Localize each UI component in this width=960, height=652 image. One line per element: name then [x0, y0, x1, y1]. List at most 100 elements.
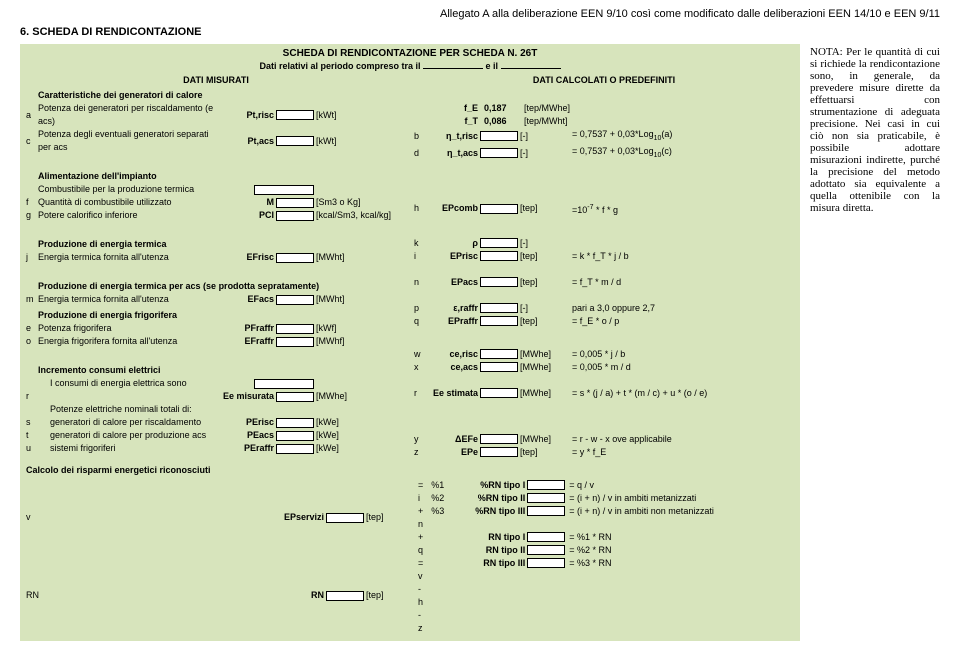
letter-x: x	[414, 361, 426, 374]
letter-e: e	[26, 322, 38, 335]
formula-p: pari a 3,0 oppure 2,7	[568, 302, 794, 315]
row-r2: r Ee stimata [MWhe] = s * (j / a) + t * …	[414, 387, 794, 400]
sym-h: EPcomb	[426, 202, 480, 215]
row-rn1: RN tipo I = %1 * RN	[431, 531, 794, 544]
right-header: DATI CALCOLATI O PREDEFINITI	[414, 75, 794, 85]
box-subtitle: Dati relativi al periodo compreso tra il…	[26, 59, 794, 71]
unit-v: [tep]	[364, 511, 414, 524]
desc-f: Quantità di combustibile utilizzato	[38, 196, 222, 209]
sym-d: η_t,acs	[426, 147, 480, 160]
sym-r: Ee misurata	[222, 390, 276, 403]
field-n[interactable]	[480, 277, 518, 287]
row-b: b η_t,risc [-] = 0,7537 + 0,03*Log10(a)	[414, 128, 794, 145]
unit-e: [kWf]	[314, 322, 406, 335]
formula-z: = y * f_E	[568, 446, 794, 459]
field-c[interactable]	[276, 136, 314, 146]
formula-rn3: = %3 * RN	[565, 557, 794, 570]
row-u: u sistemi frigoriferi PEraffr [kWe]	[26, 442, 406, 455]
formula-d: = 0,7537 + 0,03*Log10(c)	[568, 145, 794, 162]
row-a: a Potenza dei generatori per riscaldamen…	[26, 102, 406, 128]
field-q[interactable]	[480, 316, 518, 326]
letter-f: f	[26, 196, 38, 209]
sym-p2: %RN tipo II	[455, 492, 527, 505]
field-y[interactable]	[480, 434, 518, 444]
field-rn1[interactable]	[527, 532, 565, 542]
field-f[interactable]	[276, 198, 314, 208]
letter-z: z	[414, 446, 426, 459]
field-p[interactable]	[480, 303, 518, 313]
field-e[interactable]	[276, 324, 314, 334]
field-s[interactable]	[276, 418, 314, 428]
sym-t: PEacs	[222, 429, 276, 442]
formula-rn1: = %1 * RN	[565, 531, 794, 544]
field-RN[interactable]	[326, 591, 364, 601]
letter-u: u	[26, 442, 38, 455]
sym-r2: Ee stimata	[426, 387, 480, 400]
letter-m: m	[26, 293, 38, 306]
field-g[interactable]	[276, 211, 314, 221]
row-fT: f_T 0,086 [tep/MWht]	[414, 115, 794, 128]
letter-n: n	[414, 276, 426, 289]
field-j[interactable]	[276, 253, 314, 263]
formula-y: = r - w - x ove applicabile	[568, 433, 794, 446]
unit-x: [MWhe]	[518, 361, 568, 374]
formula-q: = f_E * o / p	[568, 315, 794, 328]
unit-q: [tep]	[518, 315, 568, 328]
field-consumi[interactable]	[254, 379, 314, 389]
field-rn3[interactable]	[527, 558, 565, 568]
field-r[interactable]	[276, 392, 314, 402]
unit-g: [kcal/Sm3, kcal/kg]	[314, 209, 406, 222]
letter-b: b	[414, 130, 426, 143]
field-v[interactable]	[326, 513, 364, 523]
row-k: k ρ [-]	[414, 237, 794, 250]
subtitle-text-a: Dati relativi al periodo compreso tra il	[259, 61, 423, 71]
field-m[interactable]	[276, 295, 314, 305]
field-combustibile[interactable]	[254, 185, 314, 195]
field-d[interactable]	[480, 148, 518, 158]
row-RN: RN RN [tep] = v - h - z	[26, 557, 423, 635]
sym-p1: %RN tipo I	[455, 479, 527, 492]
unit-j: [MWht]	[314, 251, 406, 264]
unit-r2: [MWhe]	[518, 387, 568, 400]
section-title: 6. SCHEDA DI RENDICONTAZIONE	[20, 26, 940, 38]
sym-rn1: RN tipo I	[455, 531, 527, 544]
field-k[interactable]	[480, 238, 518, 248]
letter-d: d	[414, 147, 426, 160]
field-rn2[interactable]	[527, 545, 565, 555]
letter-r: r	[26, 390, 38, 403]
val-fT: 0,086	[480, 115, 522, 128]
field-a[interactable]	[276, 110, 314, 120]
row-s: s generatori di calore per riscaldamento…	[26, 416, 406, 429]
field-r2[interactable]	[480, 388, 518, 398]
field-t[interactable]	[276, 431, 314, 441]
letter-k: k	[414, 237, 426, 250]
group7-sub: Potenze elettriche nominali totali di:	[26, 403, 406, 416]
field-z[interactable]	[480, 447, 518, 457]
formula-RN: = v - h - z	[414, 557, 423, 635]
field-b[interactable]	[480, 131, 518, 141]
letter-h: h	[414, 202, 426, 215]
unit-h: [tep]	[518, 202, 568, 215]
sym-m: EFacs	[222, 293, 276, 306]
field-w[interactable]	[480, 349, 518, 359]
field-o[interactable]	[276, 337, 314, 347]
field-x[interactable]	[480, 362, 518, 372]
field-p1[interactable]	[527, 480, 565, 490]
unit-c: [kWt]	[314, 135, 406, 148]
box-title: SCHEDA DI RENDICONTAZIONE PER SCHEDA N. …	[26, 48, 794, 59]
field-p3[interactable]	[527, 506, 565, 516]
desc-t: generatori di calore per produzione acs	[38, 429, 222, 442]
val-fE: 0,187	[480, 102, 522, 115]
field-p2[interactable]	[527, 493, 565, 503]
row-t: t generatori di calore per produzione ac…	[26, 429, 406, 442]
desc-u: sistemi frigoriferi	[38, 442, 222, 455]
letter-v: v	[26, 511, 38, 524]
field-h[interactable]	[480, 204, 518, 214]
field-i[interactable]	[480, 251, 518, 261]
letter-y: y	[414, 433, 426, 446]
desc-s: generatori di calore per riscaldamento	[38, 416, 222, 429]
unit-fT: [tep/MWht]	[522, 115, 572, 128]
row-p1: %1 %RN tipo I = q / v	[431, 479, 794, 492]
field-u[interactable]	[276, 444, 314, 454]
sym-u: PEraffr	[222, 442, 276, 455]
